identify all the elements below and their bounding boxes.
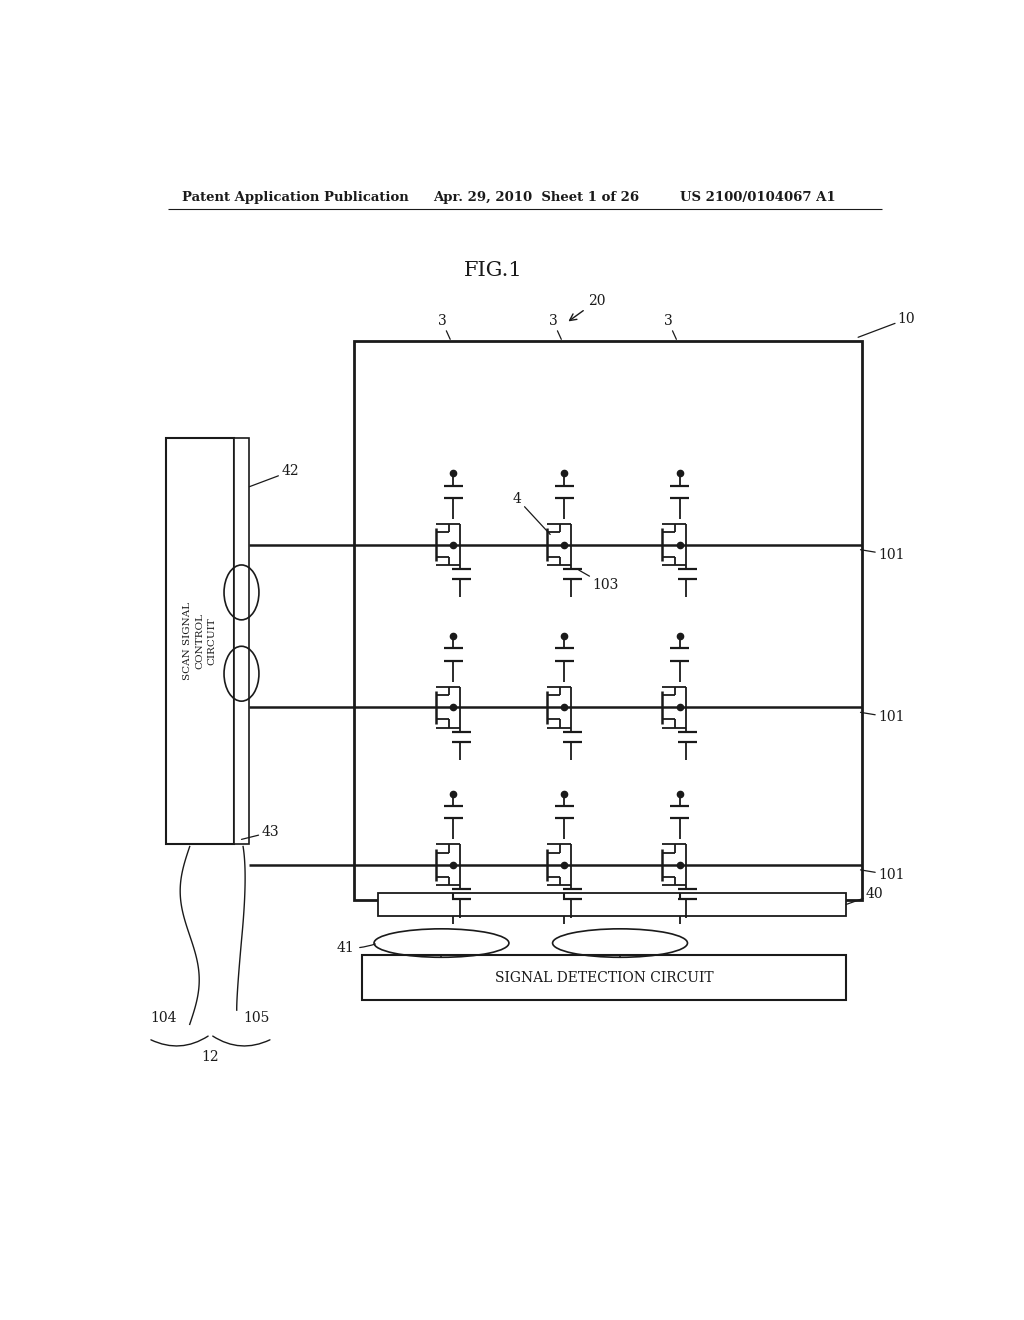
Text: 3: 3 <box>437 314 451 339</box>
Text: Patent Application Publication: Patent Application Publication <box>182 190 409 203</box>
Bar <box>233 438 250 845</box>
Text: FIG.1: FIG.1 <box>464 261 522 280</box>
Bar <box>362 956 846 1001</box>
Text: 10: 10 <box>858 312 915 338</box>
Text: 104: 104 <box>151 1011 176 1026</box>
Text: 101: 101 <box>860 548 904 562</box>
Bar <box>378 894 846 916</box>
Text: 42: 42 <box>250 465 299 487</box>
Text: 20: 20 <box>569 293 606 321</box>
Bar <box>354 342 862 900</box>
Text: 41: 41 <box>337 941 376 956</box>
Text: 101: 101 <box>860 869 904 882</box>
Text: SIGNAL DETECTION CIRCUIT: SIGNAL DETECTION CIRCUIT <box>495 970 714 985</box>
Text: Apr. 29, 2010  Sheet 1 of 26: Apr. 29, 2010 Sheet 1 of 26 <box>433 190 640 203</box>
Text: 3: 3 <box>549 314 561 339</box>
Bar <box>166 438 233 845</box>
Text: 101: 101 <box>860 710 904 725</box>
Text: 103: 103 <box>579 570 618 593</box>
Text: 3: 3 <box>664 314 677 339</box>
Text: 4: 4 <box>513 492 550 535</box>
Text: 12: 12 <box>202 1049 219 1064</box>
Text: 40: 40 <box>846 887 884 904</box>
Text: US 2100/0104067 A1: US 2100/0104067 A1 <box>680 190 836 203</box>
Text: 43: 43 <box>242 825 279 840</box>
Text: 105: 105 <box>243 1011 269 1026</box>
Text: SCAN SIGNAL
CONTROL
CIRCUIT: SCAN SIGNAL CONTROL CIRCUIT <box>183 602 217 680</box>
